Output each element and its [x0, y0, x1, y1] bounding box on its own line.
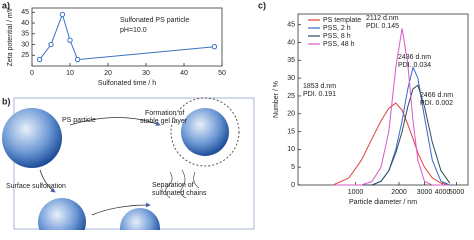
y-axis-label: Zeta potential / mV — [7, 7, 14, 66]
data-line — [333, 84, 451, 186]
y-tick-label: 35 — [21, 31, 29, 38]
x-tick-label: 30 — [142, 70, 150, 77]
y-tick-label: 30 — [21, 41, 29, 48]
data-point — [211, 43, 218, 50]
data-line — [333, 28, 450, 186]
panel-label: a) — [2, 0, 10, 10]
scheme: PS particle Formation of stable gel laye… — [2, 97, 255, 230]
y-tick-label: 20 — [287, 111, 295, 118]
y-axis-label: Number / % — [273, 81, 280, 118]
x-tick-label: 2000 — [391, 189, 407, 196]
x-axis-label: Sulfonated time / h — [98, 80, 156, 87]
y-tick-label: 15 — [287, 128, 295, 135]
y-tick-label: 40 — [21, 20, 29, 27]
data-line — [333, 65, 451, 186]
x-tick-label: 10 — [66, 70, 74, 77]
data-point — [48, 41, 54, 48]
annotation: PDI. 0.034 — [398, 62, 431, 69]
y-tick-label: 40 — [287, 39, 295, 46]
legend-label: PSS, 48 h — [323, 41, 355, 48]
annotation: PDI. 0.191 — [303, 91, 336, 98]
scheme-label: Formation of — [145, 110, 184, 117]
y-tick-label: 10 — [287, 146, 295, 153]
scheme-label: PS particle — [62, 117, 96, 124]
legend-label: PS template — [323, 17, 361, 24]
x-tick-label: 3000 — [417, 189, 433, 196]
x-axis-label: Particle diameter / nm — [349, 199, 417, 206]
y-tick-label: 45 — [287, 22, 295, 29]
x-tick-label: 1000 — [348, 189, 364, 196]
y-tick-label: 5 — [291, 164, 295, 171]
data-point — [74, 56, 81, 63]
figure: a) b) c) PS particle Formation of stable… — [2, 0, 469, 230]
panel-label: b) — [2, 96, 11, 106]
data-line — [39, 12, 215, 61]
annotation: 1853 d.nm — [303, 83, 336, 90]
x-tick-label: 5000 — [449, 189, 465, 196]
panel-label: c) — [258, 0, 266, 10]
x-tick-label: 0 — [30, 70, 34, 77]
y-tick-label: 25 — [287, 93, 295, 100]
data-point — [36, 56, 43, 63]
x-tick-label: 40 — [180, 70, 188, 77]
annotation: PDI. 0.002 — [420, 100, 453, 107]
y-tick-label: 30 — [287, 75, 295, 82]
legend-label: PSS, 2 h — [323, 25, 351, 32]
scheme-label: sulfonated chains — [152, 190, 207, 197]
annotation: 2112 d.nm — [366, 15, 399, 22]
plot-frame — [31, 7, 223, 67]
plot-frame — [297, 13, 469, 186]
scheme-label: stable gel layer — [140, 118, 188, 125]
data-line — [332, 102, 450, 186]
scheme-label: Surface sulfonation — [6, 183, 66, 190]
x-tick-label: 20 — [104, 70, 112, 77]
y-tick-label: 35 — [287, 57, 295, 64]
y-tick-label: 0 — [291, 182, 295, 189]
y-tick-label: 25 — [21, 52, 29, 59]
annotation: 2436 d.nm — [398, 54, 431, 61]
annotation: pH=10.0 — [120, 27, 147, 34]
annotation: PDI. 0.145 — [366, 23, 399, 30]
legend-label: PSS, 8 h — [323, 33, 351, 40]
annotation: 2466 d.nm — [420, 92, 453, 99]
data-point — [59, 11, 66, 18]
x-tick-label: 4000 — [435, 189, 451, 196]
data-point — [67, 37, 73, 43]
x-tick-label: 50 — [218, 70, 226, 77]
scheme-label: Separation of — [152, 182, 194, 189]
y-tick-label: 45 — [21, 9, 29, 16]
annotation: Sulfonated PS particle — [120, 17, 189, 24]
